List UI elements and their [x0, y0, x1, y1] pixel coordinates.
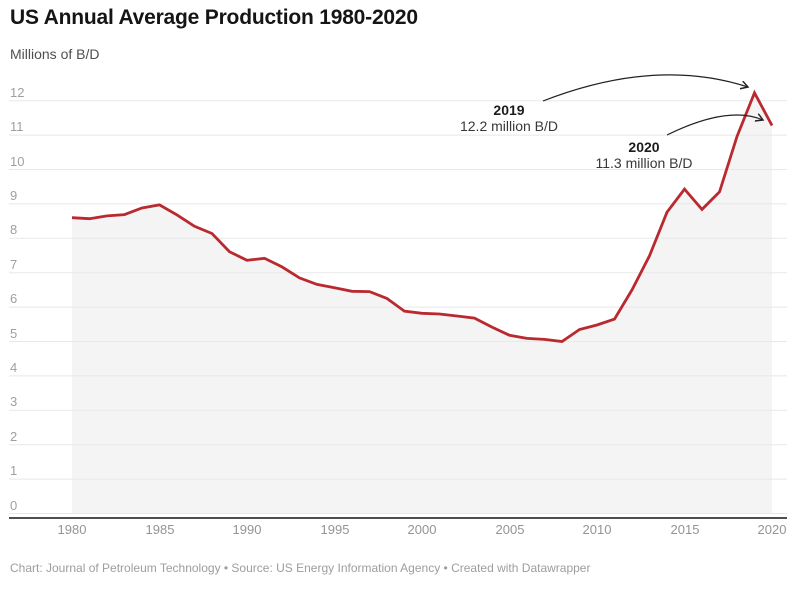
annotation-2020: 2020 11.3 million B/D [595, 139, 692, 171]
chart-footer: Chart: Journal of Petroleum Technology •… [10, 561, 591, 575]
y-tick-label: 9 [10, 188, 18, 203]
annotation-arrow-2020 [666, 115, 763, 136]
x-tick-label: 2000 [407, 522, 437, 537]
annotation-2019: 2019 12.2 million B/D [460, 102, 558, 134]
x-tick-label: 2020 [757, 522, 787, 537]
y-tick-label: 2 [10, 429, 18, 444]
production-line [71, 89, 774, 343]
annotation-2020-value: 11.3 million B/D [595, 155, 693, 171]
y-tick-label: 8 [10, 222, 18, 237]
y-tick-label: 12 [10, 85, 25, 100]
chart-subtitle: Millions of B/D [10, 46, 100, 62]
y-tick-label: 7 [10, 257, 18, 272]
x-tick-label: 2015 [670, 522, 700, 537]
annotation-2019-value: 12.2 million B/D [459, 118, 559, 134]
y-tick-label: 4 [10, 360, 18, 375]
x-tick-label: 1990 [232, 522, 262, 537]
area-fill [72, 92, 772, 514]
x-tick-label: 1980 [57, 522, 87, 537]
x-tick-label: 2005 [495, 522, 525, 537]
annotation-2020-year: 2020 [628, 139, 660, 155]
y-tick-label: 11 [10, 119, 24, 134]
y-tick-label: 3 [10, 394, 18, 409]
x-tick-label: 1985 [145, 522, 175, 537]
x-tick-label: 2010 [582, 522, 612, 537]
annotation-2019-year: 2019 [493, 102, 525, 118]
y-tick-label: 0 [10, 498, 18, 513]
y-tick-label: 1 [10, 463, 18, 478]
y-tick-label: 6 [10, 291, 18, 306]
x-tick-label: 1995 [320, 522, 350, 537]
y-tick-label: 10 [10, 154, 25, 169]
y-tick-label: 5 [10, 326, 18, 341]
chart-title: US Annual Average Production 1980-2020 [10, 6, 418, 29]
annotation-arrow-2019 [542, 74, 748, 102]
